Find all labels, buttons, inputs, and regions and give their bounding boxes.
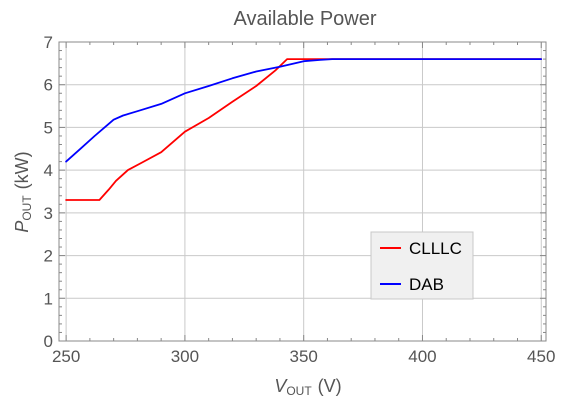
plot-frame <box>58 41 547 342</box>
series-lines <box>65 58 543 201</box>
chart-title: Available Power <box>233 8 376 30</box>
y-axis-label: POUT (kW) <box>12 151 34 232</box>
legend-label-clllc: CLLLC <box>409 239 462 258</box>
x-tick-label-400: 400 <box>408 347 436 366</box>
x-axis-label-sub: OUT <box>286 384 312 398</box>
x-tick-label-250: 250 <box>52 347 80 366</box>
y-tick-label-5: 5 <box>44 118 53 137</box>
y-axis-label-unit: (kW) <box>12 151 32 189</box>
x-axis-label: VOUT (V) <box>274 376 341 398</box>
y-tick-label-0: 0 <box>44 332 53 351</box>
legend-box <box>370 231 474 300</box>
x-axis-label-unit: (V) <box>318 376 342 396</box>
y-tick-label-2: 2 <box>44 247 53 266</box>
x-tick-label-300: 300 <box>171 347 199 366</box>
legend-label-dab: DAB <box>409 275 444 294</box>
y-tick-label-4: 4 <box>44 161 53 180</box>
series-line-dab <box>65 58 543 163</box>
y-axis-label-main: P <box>12 221 32 233</box>
y-tick-label-7: 7 <box>44 33 53 52</box>
y-tick-label-1: 1 <box>44 289 53 308</box>
y-tick-label-3: 3 <box>44 204 53 223</box>
y-tick-label-6: 6 <box>44 76 53 95</box>
y-axis-label-sub: OUT <box>20 195 34 221</box>
x-tick-label-350: 350 <box>290 347 318 366</box>
x-axis-label-main: V <box>274 376 288 396</box>
axes <box>58 41 547 342</box>
tick-labels: 250 300 350 400 450 0 1 2 3 4 5 6 7 <box>44 33 556 366</box>
legend: CLLLC DAB <box>370 231 474 300</box>
x-tick-label-450: 450 <box>527 347 555 366</box>
